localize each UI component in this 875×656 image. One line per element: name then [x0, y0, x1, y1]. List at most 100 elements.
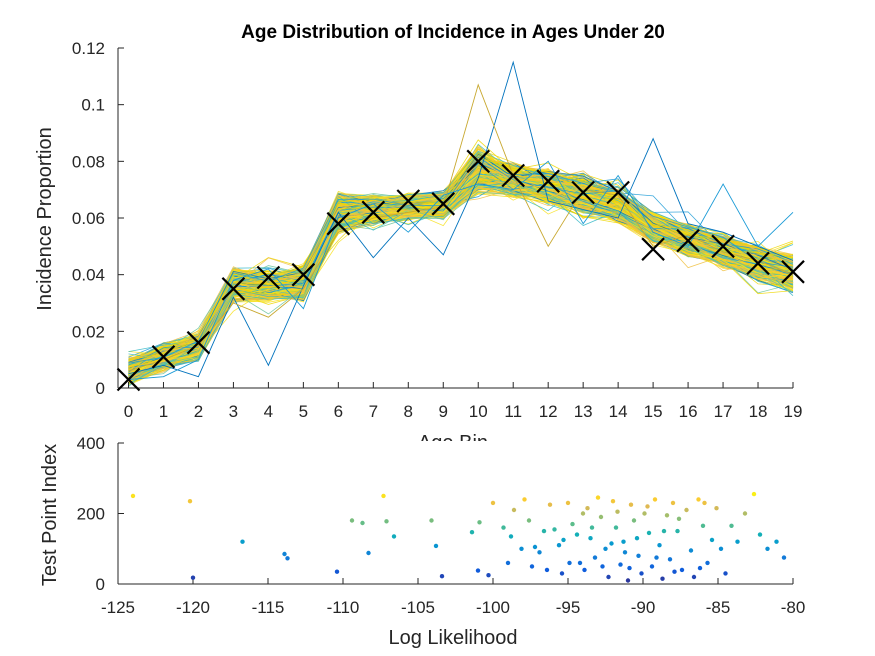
scatter-point [439, 574, 445, 579]
y-tick-label: 0.02 [72, 322, 105, 341]
y-tick-label: 0.06 [72, 209, 105, 228]
scatter-point [240, 539, 245, 544]
marker-stroke [186, 330, 211, 355]
scatter-point [574, 532, 580, 537]
x-tick-label: 8 [404, 402, 413, 421]
scatter-point [676, 516, 682, 521]
scatter-point [661, 528, 667, 534]
marker-stroke [676, 228, 700, 253]
scatter-points [130, 491, 787, 583]
outlier-line [128, 160, 794, 380]
scatter-point [667, 557, 673, 562]
scatter-point [433, 543, 439, 549]
scatter-x-tick-label: -90 [631, 598, 656, 617]
scatter-x-tick-label: -115 [252, 598, 285, 617]
scatter-point [570, 521, 575, 527]
scatter-point [391, 534, 397, 539]
observed-marker [606, 180, 630, 205]
observed-marker [151, 345, 176, 369]
chart-title: Age Distribution of Incidence in Ages Un… [241, 22, 665, 43]
scatter-point [529, 564, 535, 569]
marker-stroke [291, 262, 316, 287]
observed-marker [536, 169, 560, 193]
scatter-point [618, 562, 623, 567]
scatter-point [609, 541, 614, 546]
x-tick-label: 16 [679, 402, 698, 421]
scatter-x-tick-label: -80 [781, 598, 806, 617]
scatter-point [627, 565, 632, 571]
scatter-point [700, 523, 706, 528]
observed-markers [116, 149, 805, 392]
scatter-x-tick-label: -120 [176, 598, 210, 617]
marker-stroke [221, 277, 246, 301]
scatter-point [691, 574, 697, 580]
scatter-point [642, 511, 647, 516]
marker-stroke [501, 163, 525, 188]
scatter-point [751, 491, 757, 497]
scatter-point [660, 576, 665, 581]
marker-stroke [536, 169, 560, 193]
marker-stroke [571, 180, 595, 205]
scatter-point [475, 568, 481, 573]
scatter-point [190, 575, 196, 580]
x-tick-label: 7 [369, 402, 378, 421]
scatter-point [285, 556, 290, 561]
observed-marker [326, 211, 351, 236]
scatter-point [490, 500, 496, 506]
scatter-x-tick-label: -95 [556, 598, 581, 617]
observed-marker [641, 237, 665, 261]
scatter-point [544, 567, 550, 573]
scatter-point [757, 532, 763, 537]
scatter-point [622, 550, 628, 555]
scatter-y-axis-label: Test Point Index [39, 444, 61, 586]
scatter-point [613, 525, 619, 530]
scatter-point [649, 564, 655, 569]
marker-stroke [326, 211, 351, 236]
scatter-point [679, 567, 685, 573]
scatter-point [589, 525, 595, 530]
observed-marker [431, 192, 456, 216]
observed-marker [186, 330, 211, 355]
scatter-point [672, 569, 677, 574]
scatter-point [781, 555, 787, 560]
scatter-point [360, 520, 365, 526]
simulated-line [128, 165, 794, 376]
scatter-point [552, 527, 557, 532]
observed-marker [361, 200, 386, 225]
scatter-x-tick-label: -100 [476, 598, 510, 617]
scatter-point [537, 550, 542, 555]
simulated-lines [128, 60, 794, 387]
x-tick-label: 13 [574, 402, 593, 421]
scatter-point [429, 518, 434, 523]
scatter-point [582, 567, 587, 573]
scatter-point [646, 530, 652, 536]
x-tick-label: 9 [439, 402, 448, 421]
scatter-point [621, 539, 626, 544]
scatter-point [511, 507, 517, 513]
scatter-x-tick-label: -85 [706, 598, 731, 617]
subplot-gap [100, 441, 800, 455]
observed-marker [116, 367, 141, 392]
scatter-point [580, 511, 586, 516]
marker-stroke [256, 265, 281, 290]
scatter-point [742, 511, 748, 516]
observed-marker [501, 163, 525, 188]
observed-marker [746, 251, 770, 276]
x-tick-label: 11 [504, 402, 522, 421]
marker-stroke [781, 260, 805, 284]
bottom-axes: -125 -120 -115 -110 -105 -100 -95 -90 -85 -80 0 200… [77, 434, 806, 617]
observed-marker [466, 149, 491, 174]
observed-marker [781, 260, 805, 284]
x-tick-label: 4 [264, 402, 273, 421]
scatter-point [592, 555, 598, 560]
scatter-point [366, 550, 371, 556]
x-tick-label: 12 [539, 402, 558, 421]
scatter-point [519, 546, 524, 551]
scatter-point [595, 495, 601, 500]
y-tick-label: 0.12 [72, 39, 105, 58]
marker-stroke [151, 345, 176, 369]
x-tick-label: 19 [784, 402, 803, 421]
scatter-point [559, 571, 565, 576]
